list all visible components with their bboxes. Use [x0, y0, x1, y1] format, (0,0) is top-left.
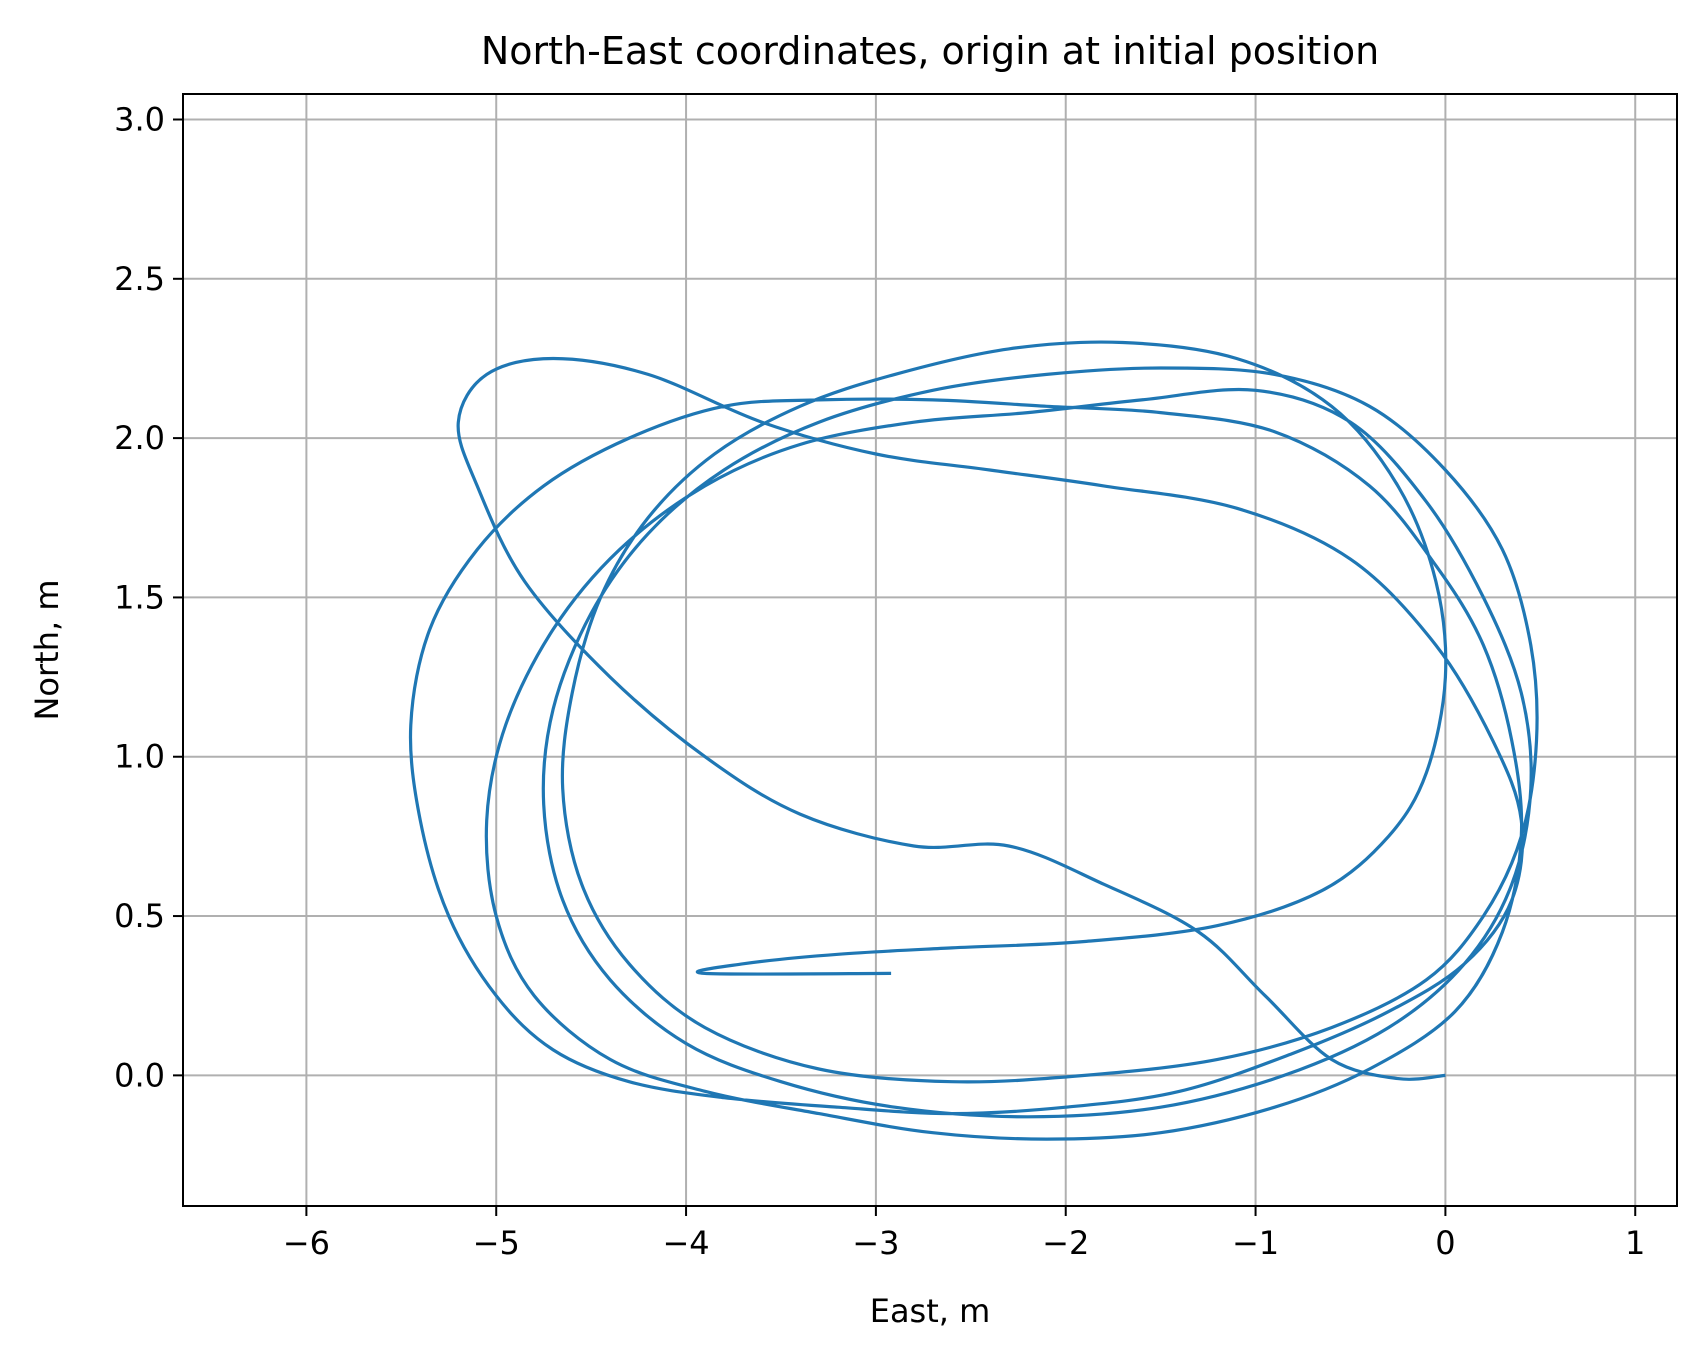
ticks: −6 −5 −4 −3 −2 −1 0 1 0.0 0.5 1.0 1.5 2.0 2.5 3.0 [114, 100, 1645, 1262]
x-axis-label: East, m [870, 1292, 991, 1330]
x-tick-label: −3 [852, 1224, 899, 1262]
x-tick-label: −6 [283, 1224, 330, 1262]
x-tick-label: 1 [1625, 1224, 1645, 1262]
y-tick-label: 2.5 [114, 260, 165, 298]
x-tick-label: −5 [473, 1224, 520, 1262]
y-tick-label: 0.0 [114, 1056, 165, 1094]
y-tick-label: 1.5 [114, 578, 165, 616]
y-tick-label: 0.5 [114, 897, 165, 935]
x-tick-label: −4 [662, 1224, 709, 1262]
y-tick-label: 3.0 [114, 100, 165, 138]
trajectory-line [408, 340, 1539, 1141]
y-tick-label: 1.0 [114, 738, 165, 776]
x-tick-label: −1 [1232, 1224, 1279, 1262]
axes-frame [182, 93, 1678, 1207]
grid [183, 94, 1677, 1206]
y-axis-label: North, m [28, 579, 66, 720]
y-tick-label: 2.0 [114, 419, 165, 457]
chart-title: North-East coordinates, origin at initia… [481, 29, 1379, 73]
x-tick-label: −2 [1042, 1224, 1089, 1262]
plot-area [408, 340, 1539, 1141]
x-tick-label: 0 [1435, 1224, 1455, 1262]
